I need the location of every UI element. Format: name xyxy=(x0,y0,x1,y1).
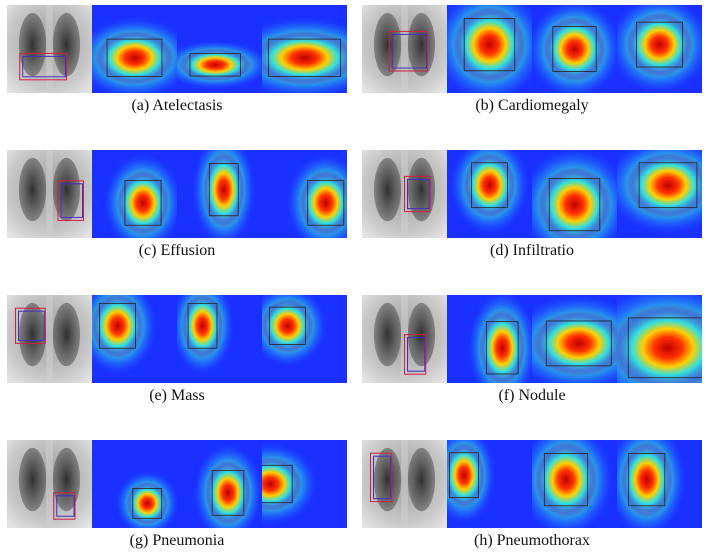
heatmap xyxy=(433,0,546,103)
lung xyxy=(374,303,401,366)
spine xyxy=(46,440,53,528)
heatmap xyxy=(92,150,183,253)
heatmap xyxy=(177,440,264,543)
heatmap xyxy=(608,0,706,95)
spine xyxy=(401,440,408,528)
heatmap xyxy=(603,135,706,238)
caption: (a) Atelectasis xyxy=(131,97,222,114)
lung xyxy=(19,303,46,366)
caption: (f) Nodule xyxy=(498,387,565,404)
lung xyxy=(408,13,435,76)
xray-image xyxy=(7,5,92,93)
heatmap xyxy=(262,150,366,253)
caption: (h) Pneumothorax xyxy=(474,532,590,549)
lung xyxy=(374,158,401,221)
xray-image xyxy=(362,5,447,93)
caption: (g) Pneumonia xyxy=(130,532,225,549)
lung xyxy=(53,158,80,221)
lung xyxy=(19,448,46,511)
xray-image xyxy=(7,150,92,238)
heatmap xyxy=(170,276,262,383)
caption: (c) Effusion xyxy=(139,242,216,259)
spine xyxy=(46,150,53,238)
xray-image xyxy=(362,295,447,383)
heatmap xyxy=(526,0,623,99)
figure: (a) Atelectasis (b) Cardiomegaly (c) Effus… xyxy=(0,0,706,556)
spine xyxy=(46,295,53,383)
xray-image xyxy=(362,440,447,528)
page: (a) Atelectasis (b) Cardiomegaly (c) Effus… xyxy=(0,0,706,556)
heatmap xyxy=(92,440,180,537)
xray-image xyxy=(362,150,447,238)
heatmap xyxy=(606,421,702,538)
xray-image xyxy=(7,295,92,383)
caption: (d) Infiltratio xyxy=(490,242,574,259)
heatmap xyxy=(518,421,617,538)
spine xyxy=(401,5,408,93)
caption: (e) Mass xyxy=(149,387,205,404)
heatmap xyxy=(447,135,532,238)
caption: (b) Cardiomegaly xyxy=(475,97,588,114)
xray-image xyxy=(7,440,92,528)
lung xyxy=(53,303,80,366)
heatmap xyxy=(77,276,177,383)
lung xyxy=(408,448,435,511)
lung xyxy=(374,13,401,76)
heatmap xyxy=(247,284,347,383)
lung xyxy=(19,158,46,221)
heatmap xyxy=(177,131,262,248)
